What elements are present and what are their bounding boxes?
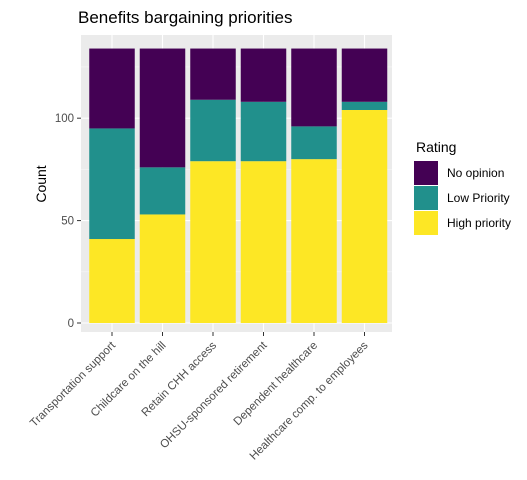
bar-segment bbox=[240, 48, 287, 102]
bar-segment bbox=[89, 48, 135, 129]
bar-segment bbox=[341, 109, 388, 324]
bar-segment bbox=[190, 48, 236, 100]
y-tick-label: 50 bbox=[61, 216, 74, 228]
bar-segment bbox=[139, 167, 186, 215]
legend-swatch bbox=[414, 186, 438, 210]
bar-segment bbox=[341, 48, 388, 102]
bars bbox=[89, 48, 388, 324]
bar-segment bbox=[139, 214, 186, 323]
legend-label: No opinion bbox=[447, 166, 504, 180]
x-tick-label: Transportation support bbox=[28, 339, 119, 430]
bar-segment bbox=[89, 128, 135, 240]
legend: Rating No opinion Low Priority High priori… bbox=[414, 139, 511, 235]
legend-label: High priority bbox=[447, 216, 511, 230]
bar-segment bbox=[291, 159, 337, 323]
legend-label: Low Priority bbox=[447, 191, 510, 205]
x-tick-label: OHSU-sponsored retirement bbox=[158, 339, 270, 451]
bar-segment bbox=[341, 101, 388, 110]
bar-segment bbox=[240, 161, 287, 323]
legend-title: Rating bbox=[416, 139, 456, 155]
chart-title: Benefits bargaining priorities bbox=[78, 8, 293, 27]
bar-segment bbox=[139, 48, 186, 168]
legend-swatch bbox=[414, 161, 438, 185]
bar-segment bbox=[240, 101, 287, 162]
legend-swatch bbox=[414, 211, 438, 235]
bar-segment bbox=[190, 99, 236, 162]
bar-segment bbox=[190, 161, 236, 323]
bar-segment bbox=[291, 48, 337, 127]
y-tick-label: 0 bbox=[68, 318, 74, 330]
bar-segment bbox=[291, 126, 337, 160]
y-axis-title: Count bbox=[33, 165, 49, 202]
y-tick-label: 100 bbox=[55, 113, 74, 125]
bar-segment bbox=[89, 239, 135, 323]
x-tick-label: Dependent healthcare bbox=[232, 340, 321, 429]
